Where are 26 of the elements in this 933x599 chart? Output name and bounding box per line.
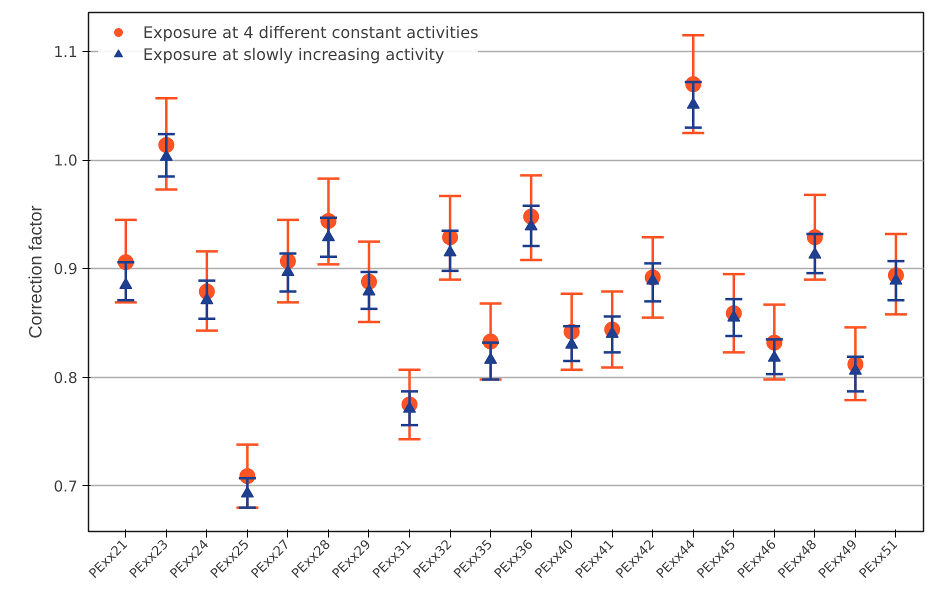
point — [727, 310, 740, 322]
point — [119, 278, 132, 289]
point — [484, 352, 498, 364]
y-tick-label: 0.9 — [54, 260, 78, 278]
point — [362, 284, 376, 296]
point — [808, 247, 822, 259]
y-tick-label: 0.8 — [54, 368, 78, 387]
point — [403, 401, 416, 413]
point — [565, 337, 578, 349]
point — [768, 350, 781, 362]
point — [889, 273, 902, 285]
point — [281, 264, 294, 276]
point — [848, 363, 862, 375]
point — [240, 486, 254, 498]
y-tick-label: 0.7 — [54, 477, 78, 496]
y-tick-label: 1.1 — [54, 43, 78, 62]
point — [646, 273, 660, 285]
legend-label: Exposure at slowly increasing activity — [143, 44, 444, 64]
point — [200, 292, 214, 304]
y-tick-label: 1.0 — [54, 152, 78, 170]
y-axis-title: Correction factor — [26, 205, 46, 339]
legend-label: Exposure at 4 different constant activities — [143, 22, 478, 42]
point — [606, 326, 619, 338]
point — [444, 245, 457, 256]
point — [322, 230, 335, 242]
point — [524, 218, 538, 230]
